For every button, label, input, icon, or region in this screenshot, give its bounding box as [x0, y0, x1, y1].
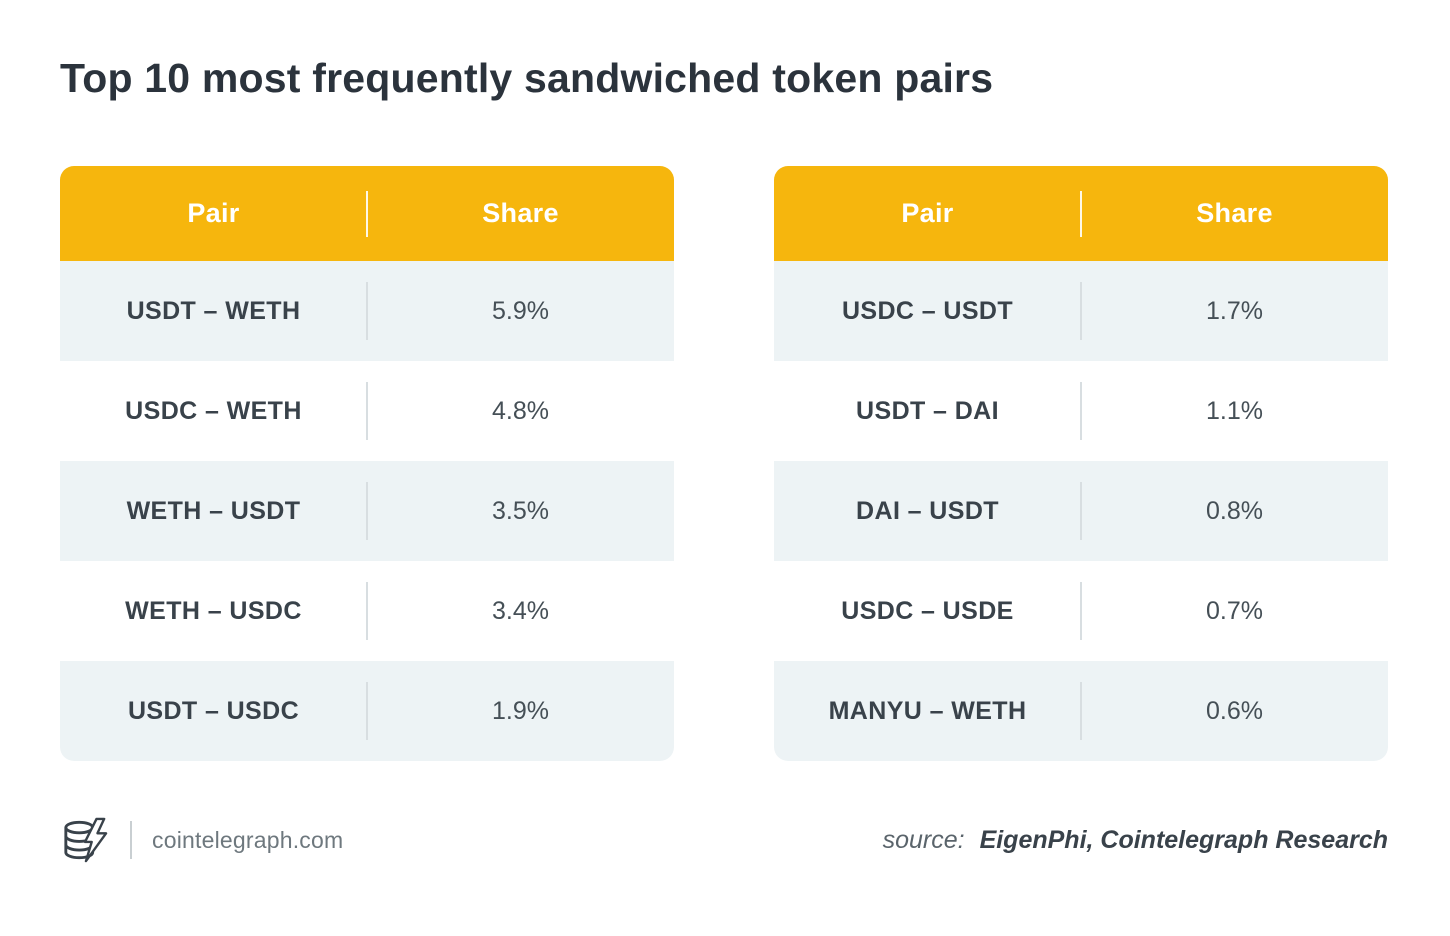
table-row: WETH – USDT 3.5%	[60, 461, 674, 561]
column-divider	[1080, 282, 1082, 340]
pair-cell: USDT – WETH	[126, 296, 301, 325]
table-row: USDT – USDC 1.9%	[60, 661, 674, 761]
pair-cell: USDC – USDT	[841, 296, 1014, 325]
share-cell: 4.8%	[492, 396, 549, 425]
pair-cell: USDC – WETH	[125, 396, 302, 425]
right-table: Pair Share USDC – USDT 1.7% USDT – DAI 1…	[774, 166, 1388, 761]
column-divider	[1080, 190, 1082, 237]
table-row: USDC – USDT 1.7%	[774, 261, 1388, 361]
column-divider	[1080, 582, 1082, 640]
header-pair: Pair	[187, 198, 240, 228]
site-url-text: cointelegraph.com	[152, 826, 344, 853]
table-row: DAI – USDT 0.8%	[774, 461, 1388, 561]
column-divider	[366, 482, 368, 540]
header-pair: Pair	[901, 198, 954, 228]
column-divider	[1080, 382, 1082, 440]
page-title: Top 10 most frequently sandwiched token …	[60, 55, 994, 101]
left-table: Pair Share USDT – WETH 5.9% USDC – WETH …	[60, 166, 674, 761]
share-cell: 1.9%	[492, 696, 549, 725]
share-cell: 0.8%	[1206, 496, 1263, 525]
share-cell: 1.7%	[1206, 296, 1263, 325]
share-cell: 0.6%	[1206, 696, 1263, 725]
table-row: USDC – USDE 0.7%	[774, 561, 1388, 661]
column-divider	[366, 282, 368, 340]
pair-cell: WETH – USDT	[126, 496, 301, 525]
column-divider	[366, 682, 368, 740]
column-divider	[366, 190, 368, 237]
pair-cell: USDT – USDC	[127, 696, 300, 725]
share-cell: 0.7%	[1206, 596, 1263, 625]
column-divider	[1080, 482, 1082, 540]
share-cell: 5.9%	[492, 296, 549, 325]
share-cell: 3.5%	[492, 496, 549, 525]
share-cell: 3.4%	[492, 596, 549, 625]
header-share: Share	[482, 198, 559, 228]
share-cell: 1.1%	[1206, 396, 1263, 425]
column-divider	[1080, 682, 1082, 740]
column-divider	[366, 382, 368, 440]
source-label: source:	[882, 825, 965, 854]
left-table-header: Pair Share	[60, 166, 674, 261]
source-credit: source: EigenPhi, Cointelegraph Research	[883, 826, 1388, 855]
table-row: USDC – WETH 4.8%	[60, 361, 674, 461]
source-value: EigenPhi, Cointelegraph Research	[979, 825, 1388, 854]
pair-cell: MANYU – WETH	[828, 696, 1027, 725]
cointelegraph-logo-icon	[60, 817, 110, 863]
header-share: Share	[1196, 198, 1273, 228]
table-row: WETH – USDC 3.4%	[60, 561, 674, 661]
brand-divider	[130, 821, 132, 859]
brand-block: cointelegraph.com	[60, 817, 343, 863]
tables-container: Pair Share USDT – WETH 5.9% USDC – WETH …	[60, 166, 1388, 761]
column-divider	[366, 582, 368, 640]
pair-cell: USDT – DAI	[856, 396, 999, 425]
table-row: USDT – DAI 1.1%	[774, 361, 1388, 461]
footer: cointelegraph.com source: EigenPhi, Coin…	[60, 817, 1388, 863]
right-table-header: Pair Share	[774, 166, 1388, 261]
table-row: USDT – WETH 5.9%	[60, 261, 674, 361]
pair-cell: WETH – USDC	[125, 596, 302, 625]
pair-cell: USDC – USDE	[841, 596, 1014, 625]
pair-cell: DAI – USDT	[856, 496, 999, 525]
table-row: MANYU – WETH 0.6%	[774, 661, 1388, 761]
